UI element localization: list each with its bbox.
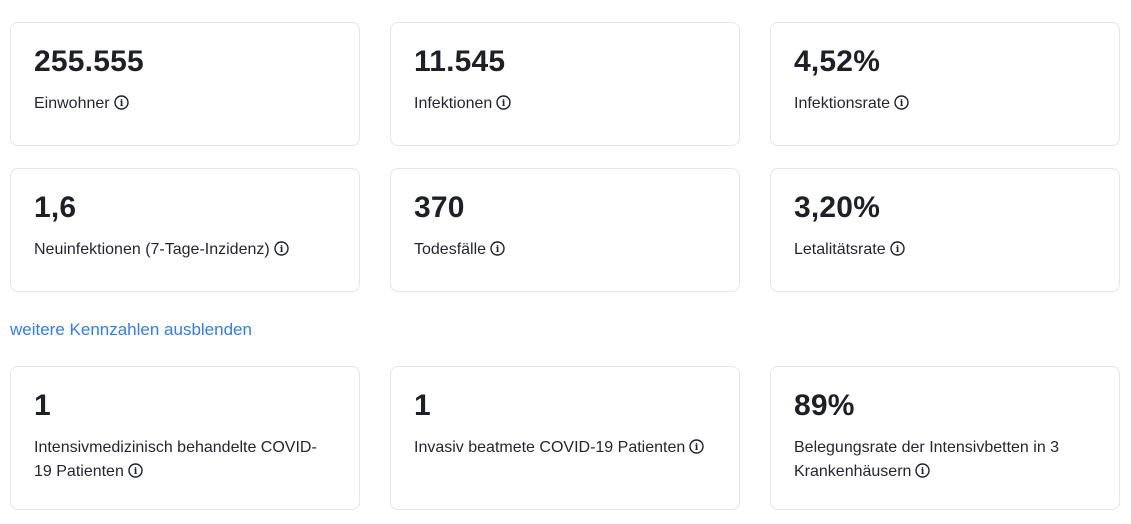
- stat-label: Todesfälle i: [414, 238, 714, 265]
- stat-value: 1: [414, 389, 431, 422]
- svg-text:i: i: [496, 244, 500, 255]
- info-icon[interactable]: i: [113, 94, 129, 118]
- stat-label: Infektionsrate i: [794, 92, 1094, 119]
- stat-card-invasiv-beatmet: 1 Invasiv beatmete COVID-19 Patienten i: [390, 366, 740, 510]
- info-icon[interactable]: i: [915, 462, 931, 486]
- svg-text:i: i: [279, 244, 283, 255]
- stat-value: 11.545: [414, 45, 506, 78]
- stat-value: 255.555: [34, 45, 144, 78]
- stat-value: 370: [414, 191, 465, 224]
- stat-card-letalitaetsrate: 3,20% Letalitätsrate i: [770, 168, 1120, 292]
- covid-stats-dashboard: 255.555 Einwohner i 11.545 Infektionen i 4…: [10, 22, 1121, 510]
- stat-value: 1: [34, 389, 51, 422]
- info-icon[interactable]: i: [490, 240, 505, 264]
- stat-value: 3,20%: [794, 191, 881, 224]
- stat-value: 1,6: [34, 191, 77, 224]
- stat-label: Letalitätsrate i: [794, 238, 1094, 265]
- info-icon[interactable]: i: [496, 94, 511, 118]
- svg-text:i: i: [895, 244, 899, 255]
- svg-text:i: i: [119, 98, 123, 109]
- extended-stats-grid: 1 Intensivmedizinisch behandelte COVID-1…: [10, 366, 1121, 510]
- stat-card-intensiv-behandelt: 1 Intensivmedizinisch behandelte COVID-1…: [10, 366, 360, 510]
- stat-label: Intensivmedizinisch behandelte COVID-19 …: [34, 436, 334, 487]
- svg-text:i: i: [502, 98, 506, 109]
- stat-card-einwohner: 255.555 Einwohner i: [10, 22, 360, 146]
- stat-label: Neuinfektionen (7-Tage-Inzidenz) i: [34, 238, 334, 265]
- svg-text:i: i: [921, 466, 925, 477]
- stat-label: Invasiv beatmete COVID-19 Patienten i: [414, 436, 714, 463]
- info-icon[interactable]: i: [273, 240, 289, 264]
- stat-card-neuinfektionen: 1,6 Neuinfektionen (7-Tage-Inzidenz) i: [10, 168, 360, 292]
- stat-value: 4,52%: [794, 45, 881, 78]
- stat-label: Infektionen i: [414, 92, 714, 119]
- svg-text:i: i: [900, 98, 904, 109]
- toggle-link-row: weitere Kennzahlen ausblenden: [10, 320, 1121, 340]
- stat-card-belegungsrate: 89% Belegungsrate der Intensivbetten in …: [770, 366, 1120, 510]
- stat-value: 89%: [794, 389, 855, 422]
- stat-label: Einwohner i: [34, 92, 334, 119]
- stat-card-infektionsrate: 4,52% Infektionsrate i: [770, 22, 1120, 146]
- main-stats-grid: 255.555 Einwohner i 11.545 Infektionen i 4…: [10, 22, 1121, 292]
- info-icon[interactable]: i: [889, 240, 905, 264]
- stat-card-todesfaelle: 370 Todesfälle i: [390, 168, 740, 292]
- info-icon[interactable]: i: [128, 462, 143, 486]
- info-icon[interactable]: i: [894, 94, 909, 118]
- stat-card-infektionen: 11.545 Infektionen i: [390, 22, 740, 146]
- svg-text:i: i: [134, 466, 138, 477]
- toggle-kennzahlen-link[interactable]: weitere Kennzahlen ausblenden: [10, 320, 252, 339]
- stat-label: Belegungsrate der Intensivbetten in 3 Kr…: [794, 436, 1094, 487]
- svg-text:i: i: [695, 442, 699, 453]
- info-icon[interactable]: i: [689, 438, 704, 462]
